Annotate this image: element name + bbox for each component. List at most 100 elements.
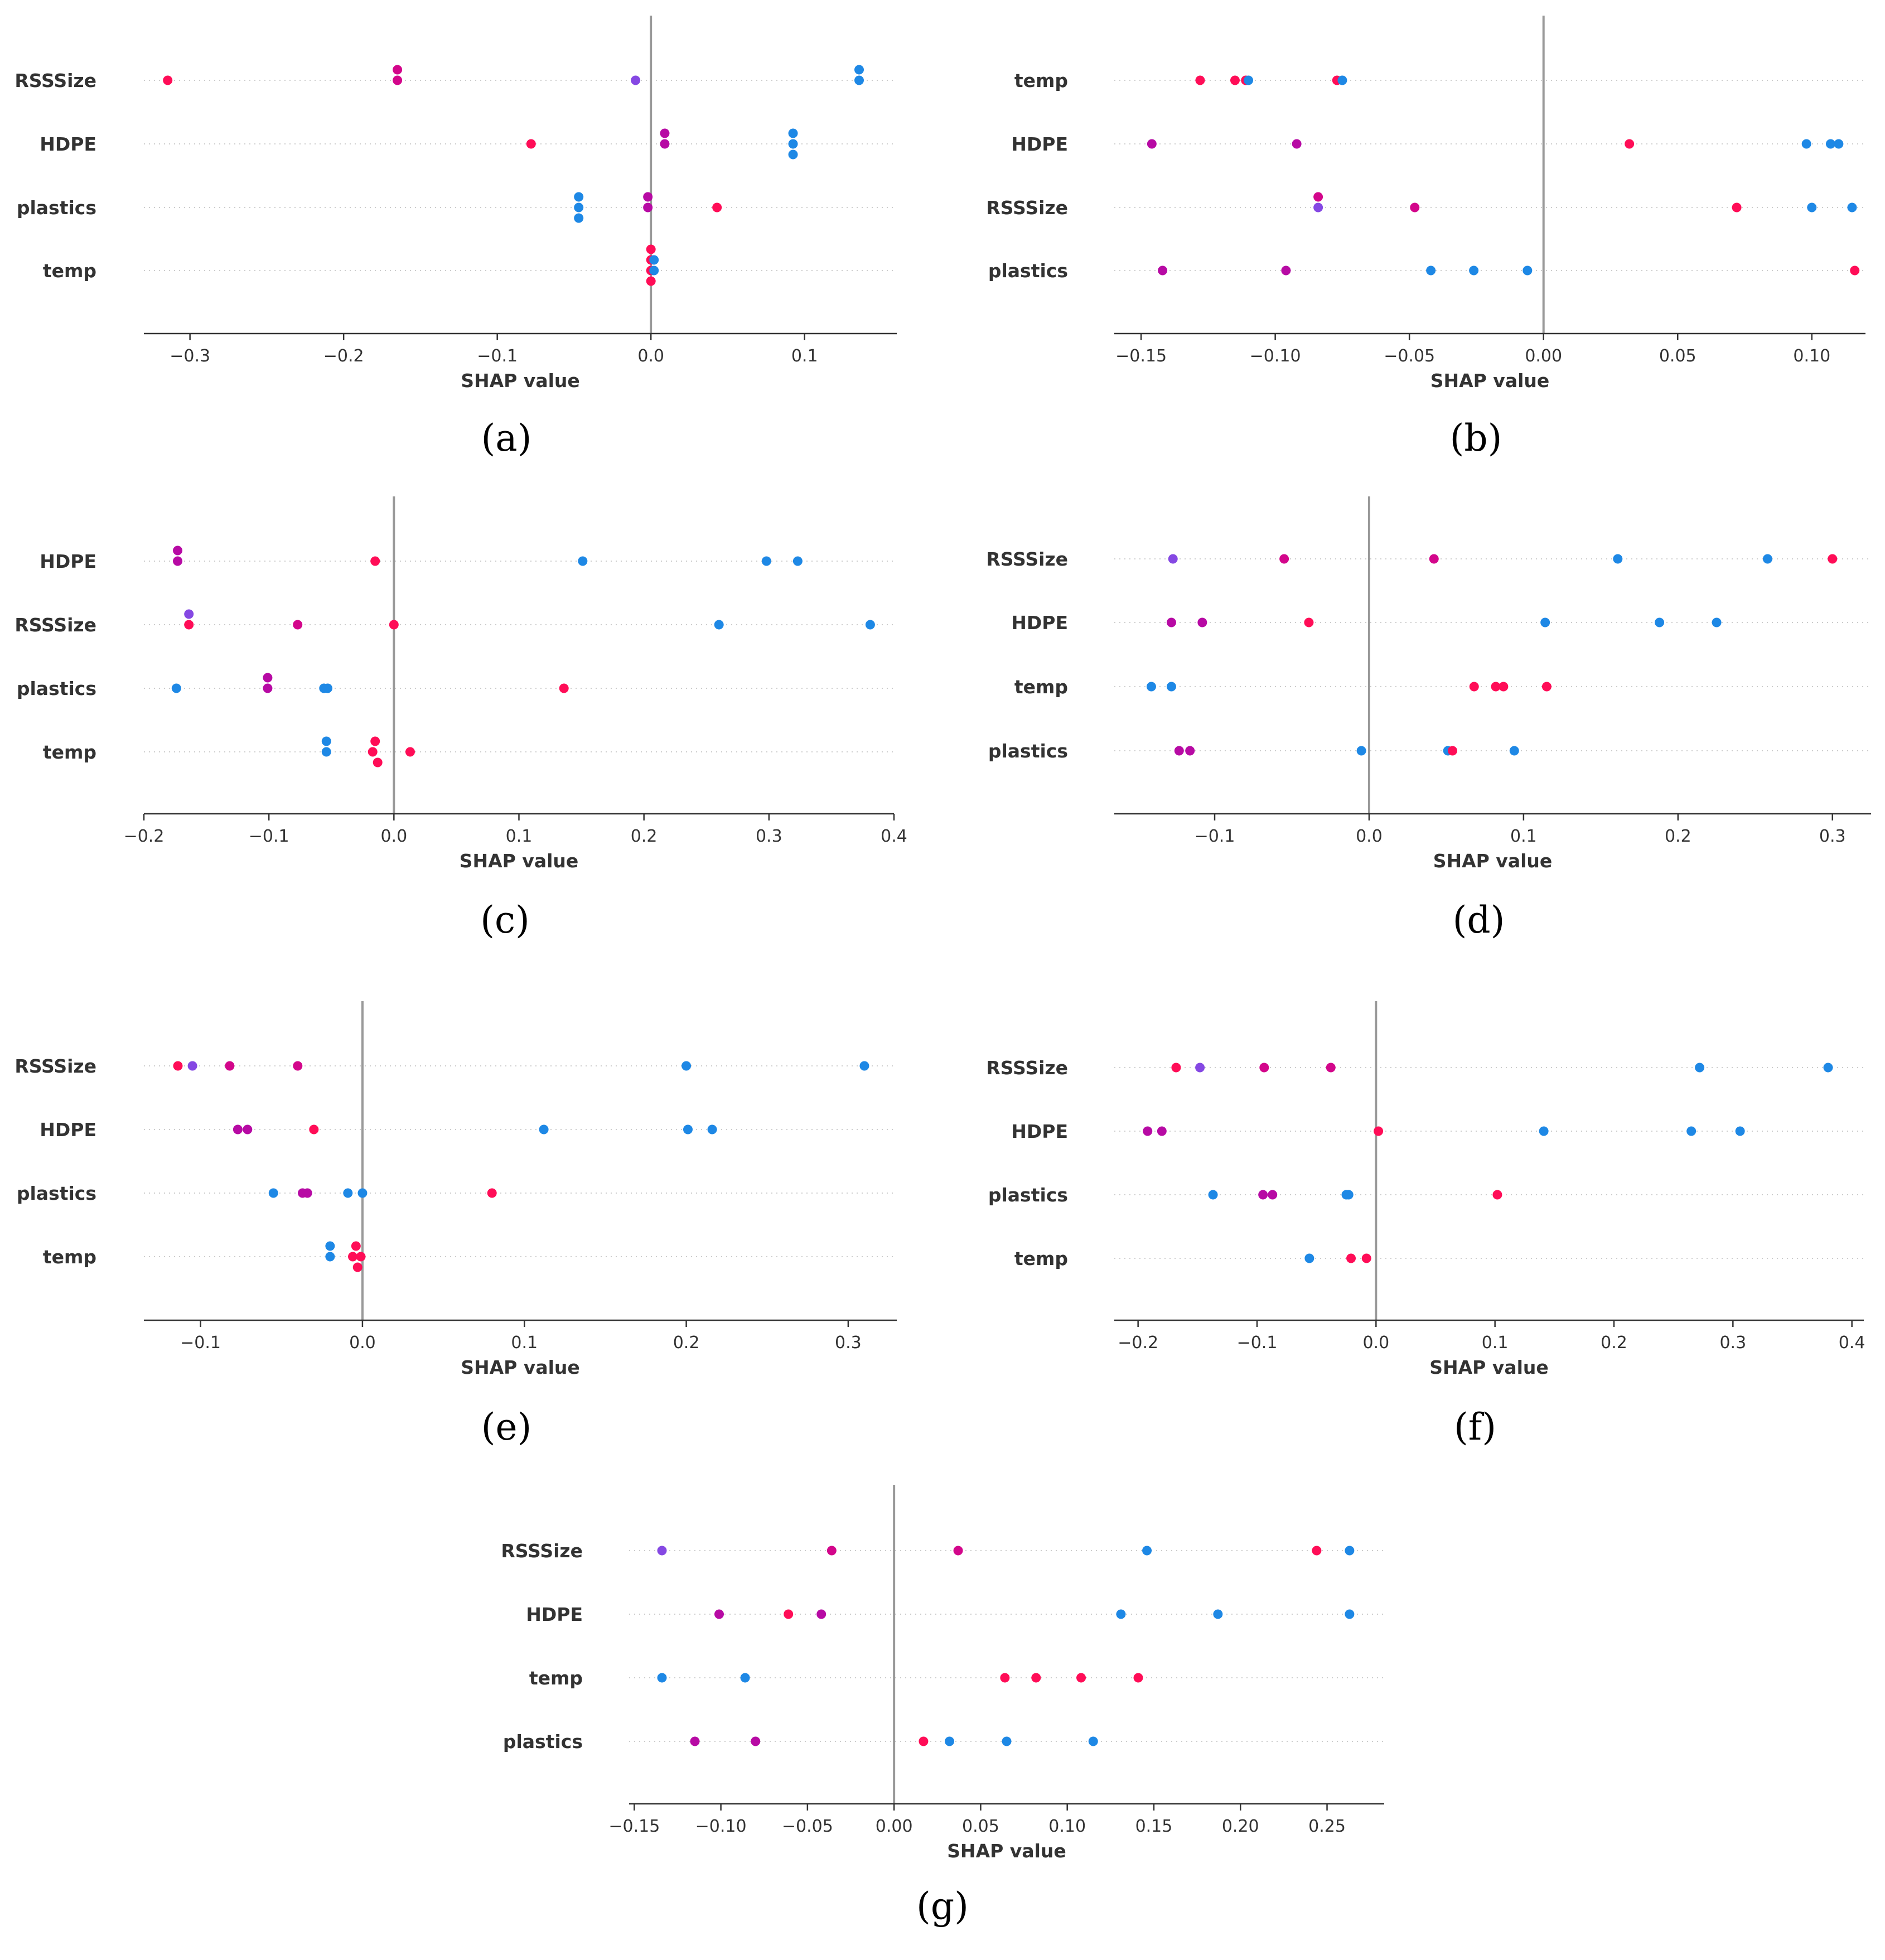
data-point [1166, 682, 1176, 692]
data-point [1343, 1190, 1354, 1200]
data-point [1345, 1609, 1355, 1619]
feature-label: plastics [17, 1182, 96, 1204]
data-point [263, 683, 273, 693]
panel-label: (g) [916, 1885, 969, 1928]
feature-label: RSSSize [986, 197, 1068, 219]
feature-label: temp [43, 1246, 96, 1268]
data-point [1313, 192, 1323, 202]
data-point [751, 1736, 761, 1746]
x-axis-title: SHAP value [1433, 850, 1553, 872]
data-point [792, 556, 803, 566]
data-point [1185, 746, 1195, 756]
data-point [945, 1736, 955, 1746]
data-point [1345, 1546, 1355, 1556]
x-axis-title: SHAP value [1429, 1356, 1549, 1378]
data-point [1304, 1253, 1314, 1263]
data-point [233, 1124, 243, 1135]
shap-panel-e: RSSSize HDPE plastics temp −0.1 0.0 0.1 0.2 0.3 S… [14, 1001, 897, 1449]
data-point [343, 1188, 353, 1198]
data-point [631, 75, 641, 85]
data-point [953, 1546, 963, 1556]
data-point [712, 202, 722, 213]
data-point [649, 265, 659, 276]
data-point [293, 620, 303, 630]
data-point [1613, 554, 1623, 564]
data-point [788, 139, 798, 149]
shap-panel-b: temp HDPE RSSSize plastics −0.15 −0.10 −0.05 0.… [986, 16, 1865, 460]
data-point [309, 1124, 319, 1135]
feature-label: plastics [988, 1184, 1068, 1206]
data-point [1491, 682, 1501, 692]
data-point [348, 1252, 358, 1262]
data-point [1312, 1546, 1322, 1556]
data-point [321, 736, 331, 746]
data-point [539, 1124, 549, 1135]
data-point [1279, 554, 1289, 564]
data-point [826, 1546, 837, 1556]
data-point [325, 1241, 335, 1251]
x-tick-label: 0.25 [1308, 1817, 1346, 1836]
x-tick-label: 0.2 [631, 827, 658, 846]
data-point [1469, 682, 1479, 692]
data-point [187, 1061, 197, 1071]
panel-label: (b) [1450, 417, 1502, 460]
data-point [393, 75, 403, 85]
data-point [1157, 1126, 1167, 1136]
data-point [784, 1609, 794, 1619]
feature-label: RSSSize [986, 1057, 1068, 1079]
shap-panel-c: HDPE RSSSize plastics temp −0.2 −0.1 0.0 0.1 0.2… [14, 496, 907, 942]
x-tick-label: 0.10 [1048, 1817, 1086, 1836]
x-tick-label: 0.2 [1665, 827, 1691, 846]
data-point [173, 545, 183, 556]
data-point [660, 128, 670, 138]
data-point [1259, 1063, 1269, 1073]
data-point [1825, 139, 1835, 149]
data-point [393, 65, 403, 75]
data-point [649, 255, 659, 265]
x-tick-label: 0.1 [791, 346, 818, 366]
feature-label: HDPE [40, 133, 96, 155]
x-tick-label: −0.3 [170, 346, 210, 366]
data-point [184, 620, 194, 630]
data-point [1174, 746, 1184, 756]
x-tick-label: −0.05 [1384, 346, 1435, 366]
x-tick-label: −0.1 [477, 346, 518, 366]
x-tick-label: 0.4 [881, 827, 907, 846]
data-point [1076, 1673, 1086, 1683]
data-point [1655, 617, 1665, 627]
data-point [1230, 75, 1240, 85]
data-point [1469, 265, 1479, 276]
feature-label: RSSSize [14, 1055, 96, 1077]
feature-label: plastics [17, 197, 96, 219]
data-point [1828, 554, 1838, 564]
x-tick-label: −0.15 [608, 1817, 660, 1836]
data-point [1031, 1673, 1041, 1683]
data-point [1337, 75, 1347, 85]
data-point [643, 202, 653, 213]
x-tick-label: 0.1 [506, 827, 533, 846]
data-point [919, 1736, 929, 1746]
data-point [714, 620, 724, 630]
feature-label: plastics [988, 260, 1068, 282]
feature-label: plastics [988, 740, 1068, 762]
data-point [389, 620, 399, 630]
data-point [683, 1124, 693, 1135]
data-point [1539, 1126, 1549, 1136]
data-point [1313, 202, 1323, 213]
data-point [859, 1061, 869, 1071]
data-point [1326, 1063, 1336, 1073]
x-tick-label: 0.3 [756, 827, 782, 846]
x-tick-label: 0.3 [1819, 827, 1846, 846]
data-point [660, 139, 670, 149]
panel-label: (f) [1454, 1406, 1496, 1449]
data-point [302, 1188, 312, 1198]
feature-label: temp [1014, 676, 1068, 698]
data-point [163, 75, 173, 85]
data-point [1142, 1546, 1152, 1556]
data-point [173, 1061, 183, 1071]
data-point [1801, 139, 1811, 149]
feature-label: temp [43, 741, 96, 763]
data-point [1292, 139, 1302, 149]
data-point [1374, 1126, 1384, 1136]
